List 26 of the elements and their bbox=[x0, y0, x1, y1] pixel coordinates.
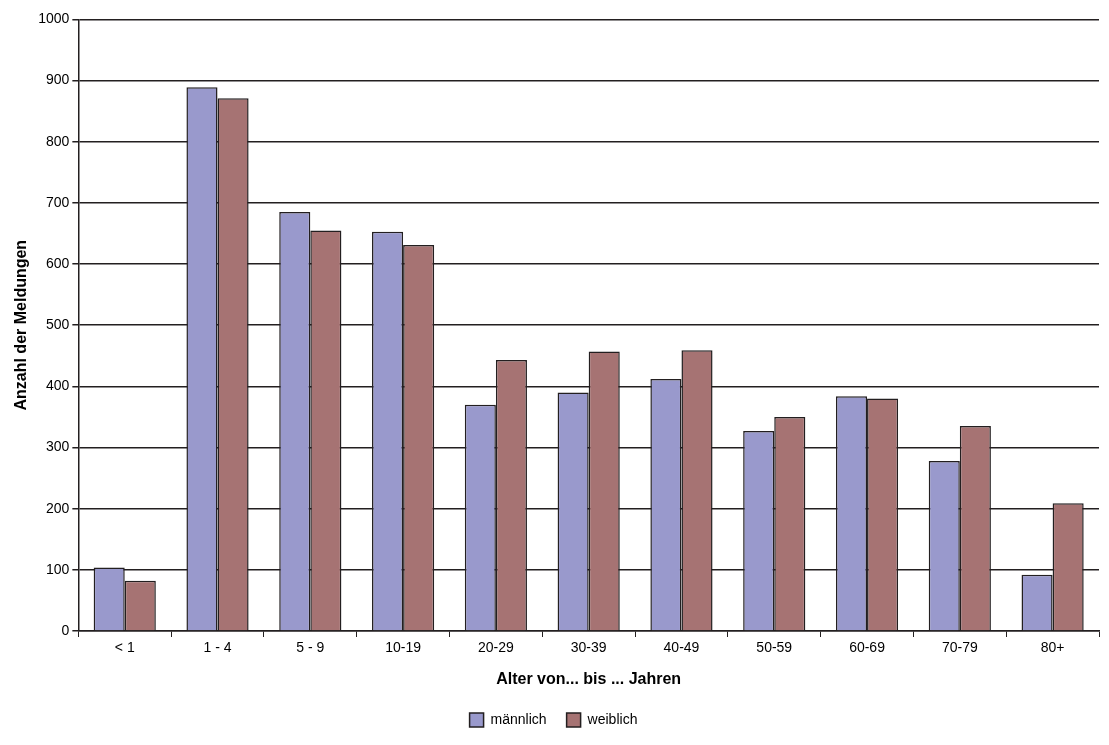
y-tick-label: 300 bbox=[45, 438, 70, 455]
y-tick-label: 1000 bbox=[38, 10, 70, 27]
y-tick-label: 100 bbox=[45, 560, 70, 577]
x-axis-title: Alter von... bis ... Jahren bbox=[496, 669, 682, 687]
x-tick-label: 20-29 bbox=[477, 639, 514, 656]
y-tick-label: 0 bbox=[61, 621, 70, 638]
x-tick-label: 10-19 bbox=[385, 639, 422, 656]
y-tick-label: 500 bbox=[45, 316, 70, 333]
x-tick-label: 30-39 bbox=[570, 639, 607, 656]
x-tick-label: 40-49 bbox=[663, 639, 700, 656]
x-tick-label: 80+ bbox=[1040, 639, 1065, 656]
legend-label: weiblich bbox=[586, 710, 638, 727]
y-tick-label: 900 bbox=[45, 71, 70, 88]
y-tick-label: 600 bbox=[45, 254, 70, 271]
y-axis-title: Anzahl der Meldungen bbox=[12, 239, 30, 411]
x-tick-label: < 1 bbox=[114, 639, 135, 656]
y-tick-label: 400 bbox=[45, 377, 70, 394]
y-tick-label: 200 bbox=[45, 499, 70, 516]
y-tick-label: 800 bbox=[45, 132, 70, 149]
x-tick-label: 60-69 bbox=[849, 639, 886, 656]
x-tick-label: 5 - 9 bbox=[296, 639, 325, 656]
x-tick-label: 1 - 4 bbox=[203, 639, 232, 656]
x-tick-label: 70-79 bbox=[941, 639, 978, 656]
legend-label: männlich bbox=[490, 710, 547, 727]
y-tick-label: 700 bbox=[45, 193, 70, 210]
x-tick-label: 50-59 bbox=[756, 639, 793, 656]
